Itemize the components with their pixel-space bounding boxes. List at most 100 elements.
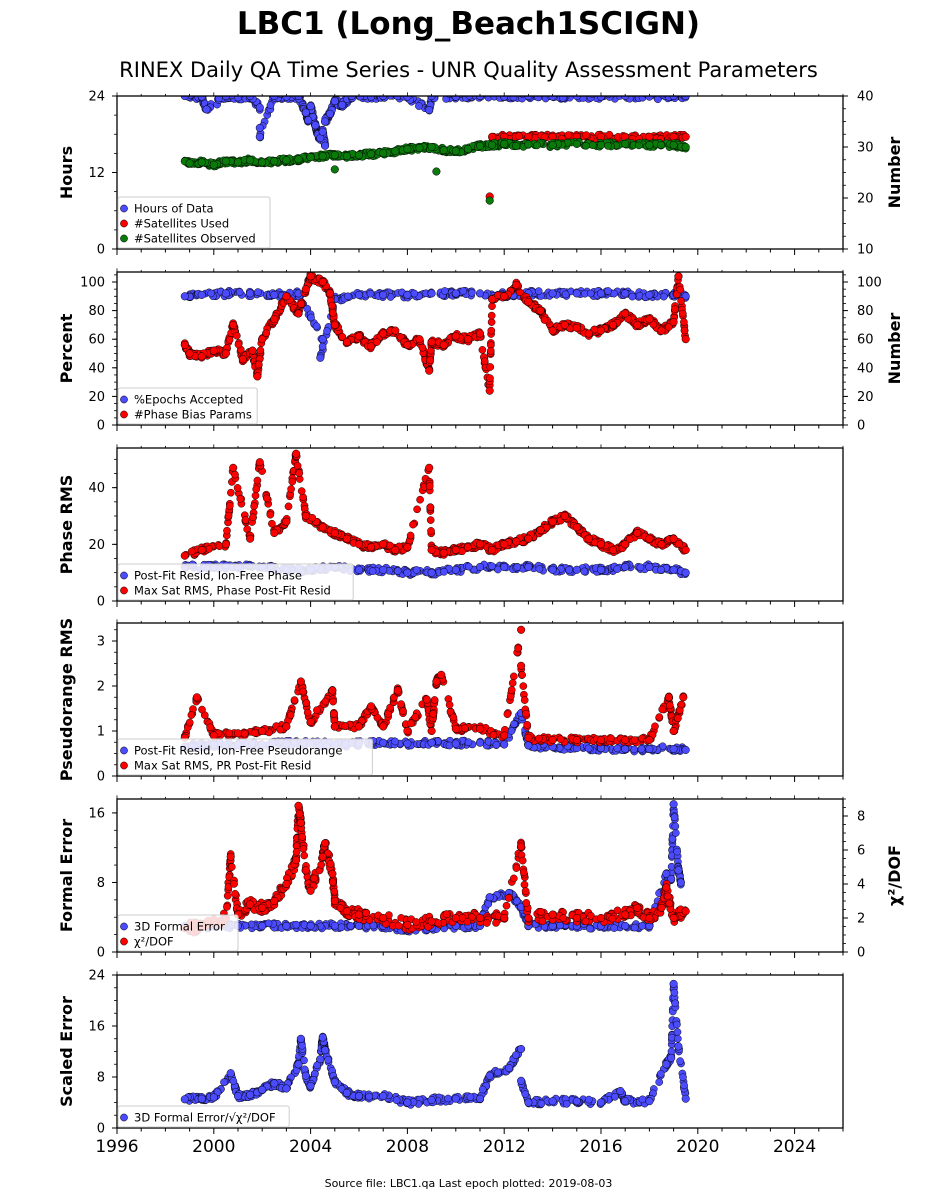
data-point (306, 272, 315, 281)
data-point (306, 102, 315, 111)
panel-2: 020406080100Percent020406080100Number%Ep… (57, 268, 904, 434)
data-point (367, 150, 376, 159)
data-point (409, 520, 417, 529)
data-point (509, 672, 518, 681)
data-point (246, 534, 255, 543)
data-point (354, 290, 364, 299)
data-point (534, 287, 543, 295)
data-point (328, 686, 337, 695)
data-point (403, 340, 412, 349)
data-point (270, 290, 279, 299)
data-point (304, 116, 313, 125)
legend-marker (120, 761, 128, 770)
data-point (676, 285, 685, 294)
data-point (255, 458, 264, 467)
data-point (198, 705, 206, 714)
data-point (584, 744, 593, 753)
data-point (318, 127, 327, 136)
legend-entry: #Satellites Used (134, 217, 229, 231)
data-point (185, 718, 194, 727)
data-point (236, 494, 245, 503)
data-point (561, 290, 570, 299)
data-point (412, 566, 421, 574)
data-point (403, 726, 412, 736)
data-point (223, 903, 231, 911)
data-point (440, 287, 449, 295)
data-point (306, 921, 315, 930)
data-point (681, 545, 690, 555)
data-point (678, 309, 687, 318)
data-point (338, 100, 347, 109)
data-point (379, 290, 388, 299)
data-point (556, 921, 564, 930)
data-point (467, 288, 476, 297)
data-point (368, 567, 377, 576)
data-point (185, 349, 194, 358)
data-point (485, 196, 494, 205)
data-point (645, 735, 654, 745)
data-point (475, 96, 485, 101)
data-point (426, 516, 435, 524)
data-point (488, 295, 497, 304)
data-point (286, 711, 295, 719)
data-point (323, 327, 331, 335)
data-point (233, 158, 243, 167)
data-point (262, 494, 271, 503)
data-point (645, 562, 654, 572)
data-point (197, 290, 206, 299)
data-point (556, 735, 565, 744)
data-point (294, 309, 303, 318)
data-point (560, 320, 569, 329)
data-point (427, 726, 436, 736)
data-point (209, 346, 218, 355)
data-point (500, 540, 509, 549)
data-point (255, 123, 264, 132)
data-point (296, 677, 305, 686)
data-point (437, 670, 446, 679)
data-point (268, 519, 276, 528)
data-point (354, 332, 364, 341)
data-point (510, 720, 518, 728)
data-point (560, 511, 569, 521)
data-point (487, 326, 496, 335)
data-point (658, 705, 667, 714)
data-point (451, 565, 460, 574)
data-point (604, 287, 612, 295)
y2-tick-label: 80 (857, 304, 874, 319)
data-point (669, 744, 678, 754)
y-tick-label: 0 (97, 595, 105, 610)
data-point (464, 738, 473, 747)
chart-subtitle: RINEX Daily QA Time Series - UNR Quality… (119, 58, 818, 82)
data-point (276, 725, 285, 734)
data-point (645, 534, 654, 543)
series-green (180, 138, 690, 205)
data-point (572, 735, 581, 745)
data-point (621, 540, 630, 549)
data-point (463, 543, 472, 552)
data-point (197, 545, 206, 555)
data-point (415, 143, 424, 153)
data-point (638, 922, 647, 930)
data-point (379, 722, 388, 731)
data-point (439, 146, 448, 155)
y-tick-label: 0 (97, 419, 105, 434)
data-point (558, 96, 567, 102)
data-point (669, 800, 678, 809)
data-point (294, 155, 303, 164)
data-point (439, 548, 448, 557)
data-point (621, 309, 630, 318)
data-point (386, 96, 394, 100)
data-point (669, 534, 678, 543)
data-point (607, 734, 615, 743)
data-point (231, 889, 239, 898)
data-point (282, 156, 291, 165)
data-point (432, 677, 441, 686)
data-point (572, 523, 581, 532)
data-point (681, 96, 690, 101)
data-point (206, 723, 214, 732)
legend-marker (120, 219, 128, 228)
data-point (451, 147, 460, 156)
data-point (235, 288, 244, 297)
data-point (675, 539, 683, 548)
